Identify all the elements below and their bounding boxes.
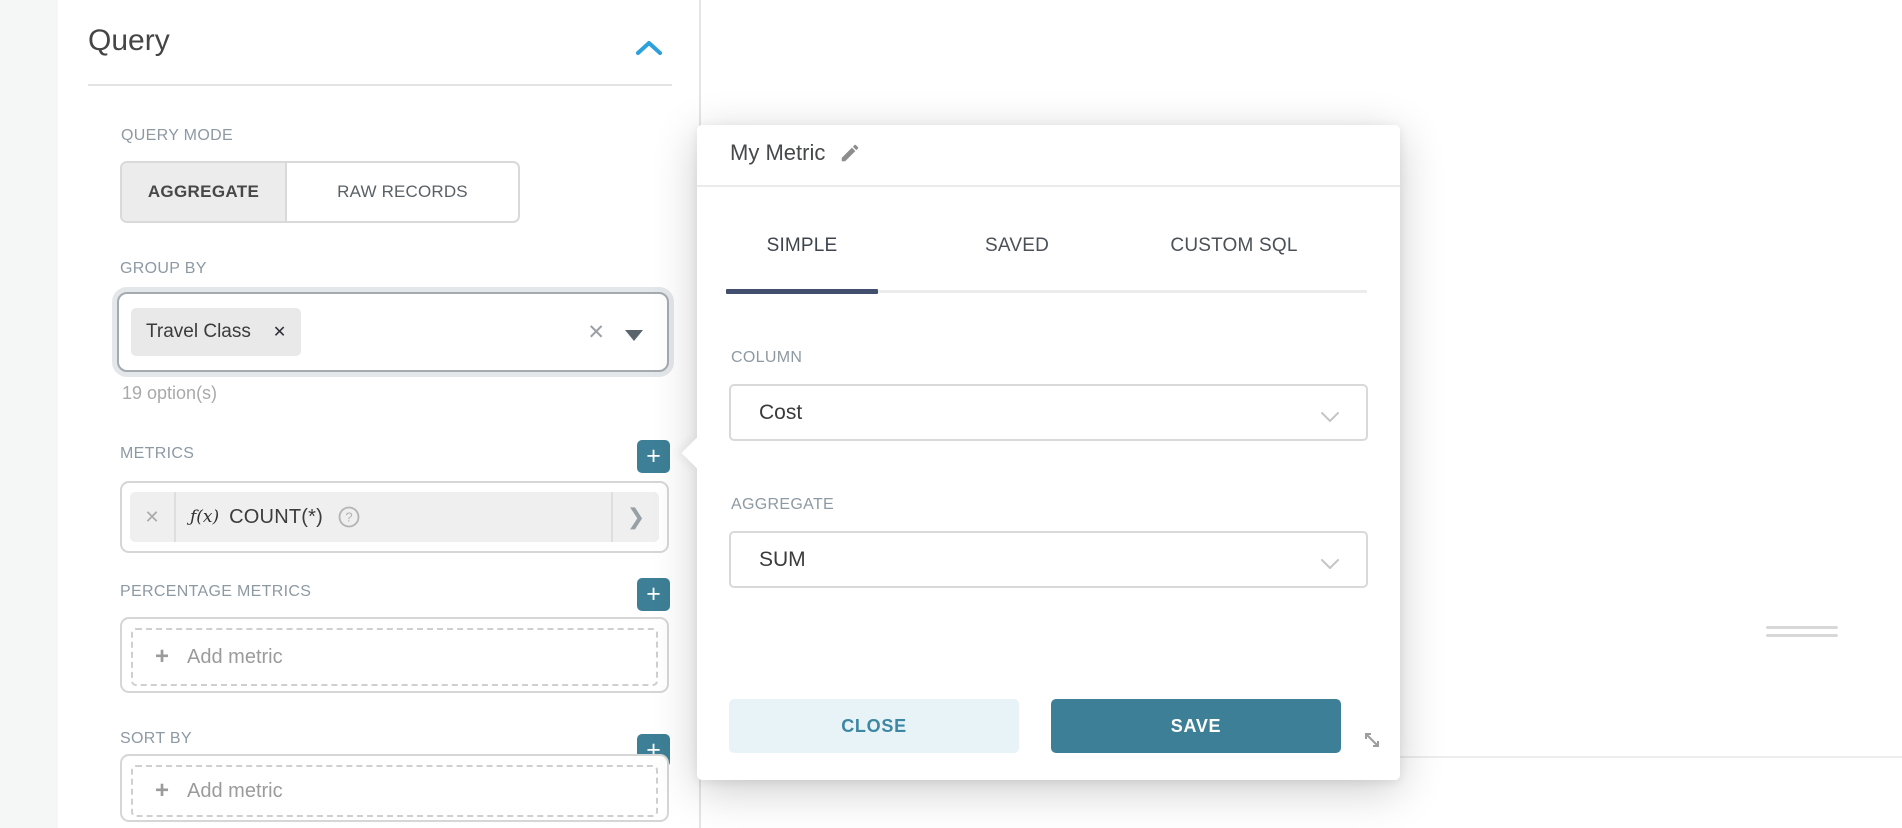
popover-arrow: [681, 437, 713, 469]
add-metric-button[interactable]: +: [637, 440, 670, 473]
drag-bar: [1766, 634, 1838, 637]
add-percentage-metric-button[interactable]: +: [637, 578, 670, 611]
edit-title-button[interactable]: [839, 142, 861, 164]
tab-track: [726, 290, 1367, 293]
plus-icon: +: [155, 777, 170, 804]
query-mode-toggle: AGGREGATE RAW RECORDS: [120, 161, 520, 223]
svg-text:?: ?: [345, 510, 352, 525]
group-by-chip[interactable]: Travel Class ✕: [131, 308, 302, 356]
section-divider: [88, 84, 672, 86]
chip-label: Travel Class: [146, 321, 251, 342]
metric-pill[interactable]: ✕ ƒ(x) COUNT(*) ? ❯: [130, 492, 659, 542]
add-metric-placeholder: Add metric: [187, 779, 283, 802]
plus-icon: +: [155, 643, 170, 670]
function-icon: ƒ(x): [190, 507, 220, 527]
chevron-up-icon: [636, 41, 662, 55]
add-sort-metric-dropzone[interactable]: + Add metric: [131, 765, 658, 817]
percentage-metrics-container: + Add metric: [120, 617, 669, 693]
collapse-section-button[interactable]: [634, 38, 666, 64]
sort-by-label: SORT BY: [120, 730, 192, 747]
query-section-title: Query: [88, 24, 170, 57]
popover-resize-handle[interactable]: [1358, 726, 1386, 754]
caret-down-icon[interactable]: [625, 330, 643, 341]
popover-header-divider: [697, 185, 1400, 187]
aggregate-label: AGGREGATE: [731, 496, 835, 513]
tab-saved[interactable]: SAVED: [985, 235, 1049, 256]
resize-diagonal-icon: [1365, 733, 1379, 747]
query-mode-label: QUERY MODE: [121, 127, 233, 144]
remove-metric-icon[interactable]: ✕: [144, 506, 160, 527]
percentage-metrics-label: PERCENTAGE METRICS: [120, 583, 312, 600]
close-button[interactable]: CLOSE: [729, 699, 1019, 753]
plus-icon: +: [646, 580, 661, 608]
add-percentage-metric-dropzone[interactable]: + Add metric: [131, 628, 658, 686]
metric-edit-popover: My Metric SIMPLE SAVED CUSTOM SQL COLUMN…: [681, 125, 1400, 780]
group-by-select[interactable]: Travel Class ✕ ✕: [117, 292, 669, 372]
pencil-icon: [842, 144, 859, 162]
aggregate-select[interactable]: SUM: [729, 531, 1368, 588]
column-value: Cost: [759, 400, 803, 424]
chevron-right-icon[interactable]: ❯: [626, 504, 646, 529]
chart-resize-handle[interactable]: [1766, 626, 1838, 642]
pill-separator: [174, 492, 176, 542]
column-select[interactable]: Cost: [729, 384, 1368, 441]
query-mode-raw-records-button[interactable]: RAW RECORDS: [337, 182, 468, 201]
save-button[interactable]: SAVE: [1051, 699, 1341, 753]
left-gutter: [0, 0, 58, 828]
active-tab-underline: [726, 289, 878, 294]
group-by-label: GROUP BY: [120, 260, 207, 277]
tab-simple[interactable]: SIMPLE: [766, 235, 838, 256]
metrics-label: METRICS: [120, 445, 195, 462]
add-metric-placeholder: Add metric: [187, 645, 283, 668]
pill-separator: [611, 492, 613, 542]
group-by-options-hint: 19 option(s): [122, 383, 218, 403]
help-icon[interactable]: ?: [337, 505, 361, 529]
metric-expression: COUNT(*): [229, 505, 323, 528]
clear-all-icon[interactable]: ✕: [587, 320, 605, 344]
drag-bar: [1766, 626, 1838, 629]
plus-icon: +: [646, 442, 661, 470]
chip-remove-icon[interactable]: ✕: [272, 324, 287, 341]
sort-by-container: + Add metric: [120, 754, 669, 822]
aggregate-value: SUM: [759, 547, 806, 571]
column-label: COLUMN: [731, 349, 803, 366]
chevron-down-icon: [1320, 557, 1340, 575]
chevron-down-icon: [1320, 410, 1340, 428]
tab-custom-sql[interactable]: CUSTOM SQL: [1170, 235, 1298, 256]
popover-title: My Metric: [730, 140, 826, 165]
query-mode-aggregate-button[interactable]: AGGREGATE: [122, 163, 287, 221]
